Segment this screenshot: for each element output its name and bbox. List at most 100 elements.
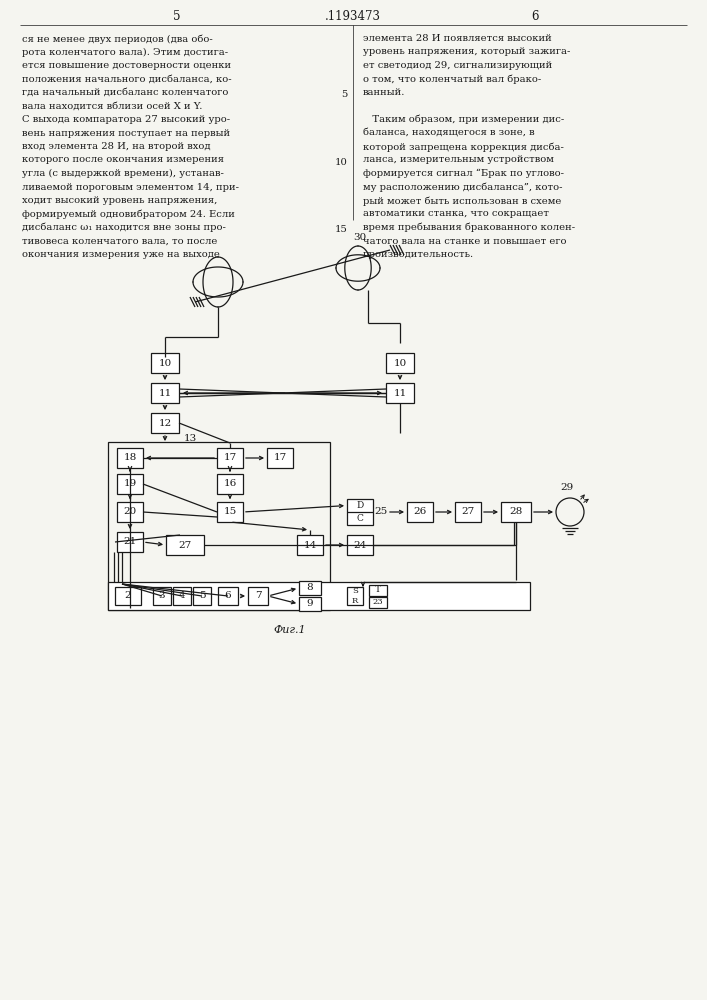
Text: положения начального дисбаланса, ко-: положения начального дисбаланса, ко- — [22, 75, 232, 84]
Text: 21: 21 — [124, 538, 136, 546]
Text: баланса, находящегося в зоне, в: баланса, находящегося в зоне, в — [363, 128, 534, 137]
Text: 2: 2 — [124, 591, 132, 600]
Bar — [501, 502, 531, 522]
Text: о том, что коленчатый вал брако-: о том, что коленчатый вал брако- — [363, 75, 542, 84]
Text: 14: 14 — [303, 540, 317, 550]
Bar — [151, 383, 179, 403]
Text: 11: 11 — [158, 388, 172, 397]
Text: вала находится вблизи осей X и Y.: вала находится вблизи осей X и Y. — [22, 102, 202, 110]
Text: 9: 9 — [307, 599, 313, 608]
Bar — [299, 581, 321, 595]
Text: 11: 11 — [393, 388, 407, 397]
Bar — [217, 502, 243, 522]
Text: S
R: S R — [352, 587, 358, 605]
Text: 10: 10 — [335, 158, 348, 167]
Bar — [173, 587, 191, 605]
Text: вень напряжения поступает на первый: вень напряжения поступает на первый — [22, 128, 230, 137]
Text: ходит высокий уровень напряжения,: ходит высокий уровень напряжения, — [22, 196, 217, 205]
Bar — [117, 474, 143, 494]
Text: 17: 17 — [223, 454, 237, 462]
Text: 4: 4 — [179, 591, 185, 600]
Text: 13: 13 — [183, 434, 197, 443]
Text: ся не менее двух периодов (два обо-: ся не менее двух периодов (два обо- — [22, 34, 213, 43]
Text: ливаемой пороговым элементом 14, при-: ливаемой пороговым элементом 14, при- — [22, 182, 239, 192]
Text: ланса, измерительным устройством: ланса, измерительным устройством — [363, 155, 554, 164]
Text: C: C — [356, 514, 363, 523]
Text: .1193473: .1193473 — [325, 9, 381, 22]
Text: 25: 25 — [375, 508, 387, 516]
Text: 10: 10 — [158, 359, 172, 367]
Text: 17: 17 — [274, 454, 286, 462]
Text: С выхода компаратора 27 высокий уро-: С выхода компаратора 27 высокий уро- — [22, 115, 230, 124]
Bar — [369, 584, 387, 595]
Text: 5: 5 — [173, 9, 181, 22]
Text: ет светодиод 29, сигнализирующий: ет светодиод 29, сигнализирующий — [363, 61, 552, 70]
Bar — [151, 413, 179, 433]
Text: которого после окончания измерения: которого после окончания измерения — [22, 155, 224, 164]
Text: формируемый одновибратором 24. Если: формируемый одновибратором 24. Если — [22, 210, 235, 219]
Text: 5: 5 — [199, 591, 205, 600]
Text: 8: 8 — [307, 584, 313, 592]
Text: время пребывания бракованного колен-: время пребывания бракованного колен- — [363, 223, 575, 232]
Text: дисбаланс ω₁ находится вне зоны про-: дисбаланс ω₁ находится вне зоны про- — [22, 223, 226, 232]
Bar — [267, 448, 293, 468]
Text: угла (с выдержкой времени), устанав-: угла (с выдержкой времени), устанав- — [22, 169, 224, 178]
Text: уровень напряжения, который зажига-: уровень напряжения, который зажига- — [363, 47, 571, 56]
Text: 12: 12 — [158, 418, 172, 428]
Text: 30: 30 — [354, 233, 367, 242]
Bar — [193, 587, 211, 605]
Bar — [347, 587, 363, 605]
Text: Таким образом, при измерении дис-: Таким образом, при измерении дис- — [363, 115, 564, 124]
Text: 3: 3 — [158, 591, 165, 600]
Bar — [369, 596, 387, 607]
Text: производительность.: производительность. — [363, 250, 474, 259]
Text: 16: 16 — [223, 480, 237, 488]
Bar — [117, 532, 143, 552]
Text: 18: 18 — [124, 454, 136, 462]
Bar — [166, 535, 204, 555]
Bar — [347, 535, 373, 555]
Text: 5: 5 — [341, 90, 348, 99]
Text: Фиг.1: Фиг.1 — [274, 625, 306, 635]
Bar — [217, 474, 243, 494]
Text: T: T — [375, 585, 381, 594]
Text: 20: 20 — [124, 508, 136, 516]
Bar — [217, 448, 243, 468]
Bar — [455, 502, 481, 522]
Bar — [297, 535, 323, 555]
Bar — [386, 353, 414, 373]
Text: му расположению дисбаланса”, кото-: му расположению дисбаланса”, кото- — [363, 182, 563, 192]
Text: тивовеса коленчатого вала, то после: тивовеса коленчатого вала, то после — [22, 236, 217, 245]
Text: D: D — [356, 501, 363, 510]
Text: 24: 24 — [354, 540, 367, 550]
Text: которой запрещена коррекция дисба-: которой запрещена коррекция дисба- — [363, 142, 564, 151]
Text: 6: 6 — [531, 9, 539, 22]
Text: 26: 26 — [414, 508, 426, 516]
Text: 7: 7 — [255, 591, 262, 600]
Text: рый может быть использован в схеме: рый может быть использован в схеме — [363, 196, 561, 206]
Text: 15: 15 — [335, 225, 348, 234]
Text: автоматики станка, что сокращает: автоматики станка, что сокращает — [363, 210, 549, 219]
Text: 10: 10 — [393, 359, 407, 367]
Bar — [407, 502, 433, 522]
Text: чатого вала на станке и повышает его: чатого вала на станке и повышает его — [363, 236, 566, 245]
Bar — [299, 597, 321, 611]
Bar — [218, 587, 238, 605]
Bar — [248, 587, 268, 605]
Text: 23: 23 — [373, 598, 383, 606]
Bar — [386, 383, 414, 403]
Text: 27: 27 — [462, 508, 474, 516]
Bar — [347, 499, 373, 525]
Text: гда начальный дисбаланс коленчатого: гда начальный дисбаланс коленчатого — [22, 88, 228, 97]
Bar — [108, 582, 530, 610]
Bar — [153, 587, 171, 605]
Text: 6: 6 — [225, 591, 231, 600]
Bar — [108, 442, 330, 610]
Text: вход элемента 28 И, на второй вход: вход элемента 28 И, на второй вход — [22, 142, 211, 151]
Bar — [115, 587, 141, 605]
Text: окончания измерения уже на выходе: окончания измерения уже на выходе — [22, 250, 220, 259]
Text: 27: 27 — [178, 540, 192, 550]
Text: 29: 29 — [561, 483, 573, 492]
Text: ванный.: ванный. — [363, 88, 405, 97]
Text: 28: 28 — [509, 508, 522, 516]
